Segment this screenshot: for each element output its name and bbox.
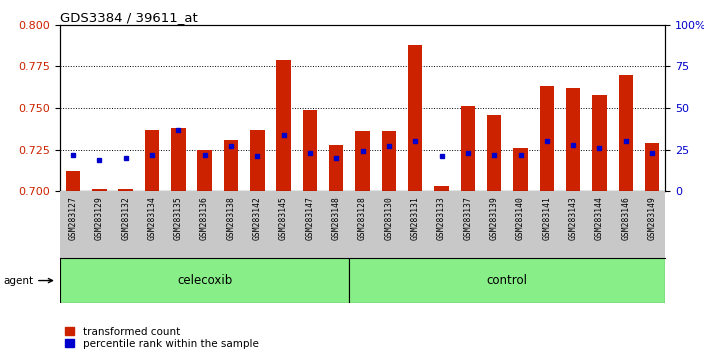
Bar — [513, 148, 528, 191]
Text: GSM283140: GSM283140 — [516, 196, 525, 240]
Bar — [539, 86, 554, 191]
Bar — [329, 144, 344, 191]
Bar — [92, 189, 106, 191]
Bar — [250, 130, 265, 191]
Bar — [487, 115, 501, 191]
Text: GSM283143: GSM283143 — [569, 196, 578, 240]
Text: GDS3384 / 39611_at: GDS3384 / 39611_at — [60, 11, 198, 24]
Legend: transformed count, percentile rank within the sample: transformed count, percentile rank withi… — [65, 327, 258, 349]
Bar — [592, 95, 607, 191]
Bar — [118, 189, 133, 191]
Text: GSM283139: GSM283139 — [490, 196, 498, 240]
Bar — [171, 128, 186, 191]
Text: GSM283130: GSM283130 — [384, 196, 394, 240]
Bar — [349, 258, 665, 303]
Bar — [197, 150, 212, 191]
Text: GSM283141: GSM283141 — [542, 196, 551, 240]
Text: GSM283137: GSM283137 — [463, 196, 472, 240]
Bar — [460, 106, 475, 191]
Bar — [408, 45, 422, 191]
Bar — [356, 131, 370, 191]
Text: GSM283127: GSM283127 — [68, 196, 77, 240]
Text: GSM283134: GSM283134 — [147, 196, 156, 240]
Text: GSM283128: GSM283128 — [358, 196, 367, 240]
Text: GSM283146: GSM283146 — [622, 196, 630, 240]
Text: GSM283138: GSM283138 — [227, 196, 235, 240]
Text: GSM283135: GSM283135 — [174, 196, 183, 240]
Text: GSM283144: GSM283144 — [595, 196, 604, 240]
Text: GSM283145: GSM283145 — [279, 196, 288, 240]
Text: GSM283148: GSM283148 — [332, 196, 341, 240]
Bar — [566, 88, 580, 191]
Text: GSM283136: GSM283136 — [200, 196, 209, 240]
Bar — [277, 60, 291, 191]
Text: control: control — [487, 274, 528, 287]
Bar — [645, 143, 660, 191]
Text: agent: agent — [3, 275, 53, 286]
Bar — [619, 75, 633, 191]
Bar — [224, 139, 238, 191]
Bar — [434, 186, 448, 191]
Text: GSM283133: GSM283133 — [437, 196, 446, 240]
Text: GSM283149: GSM283149 — [648, 196, 657, 240]
Bar — [303, 110, 317, 191]
Bar — [60, 258, 349, 303]
Text: GSM283147: GSM283147 — [306, 196, 315, 240]
Text: celecoxib: celecoxib — [177, 274, 232, 287]
Bar — [382, 131, 396, 191]
Text: GSM283129: GSM283129 — [95, 196, 103, 240]
Bar — [145, 130, 159, 191]
Text: GSM283131: GSM283131 — [410, 196, 420, 240]
Bar — [65, 171, 80, 191]
Text: GSM283132: GSM283132 — [121, 196, 130, 240]
Text: GSM283142: GSM283142 — [253, 196, 262, 240]
